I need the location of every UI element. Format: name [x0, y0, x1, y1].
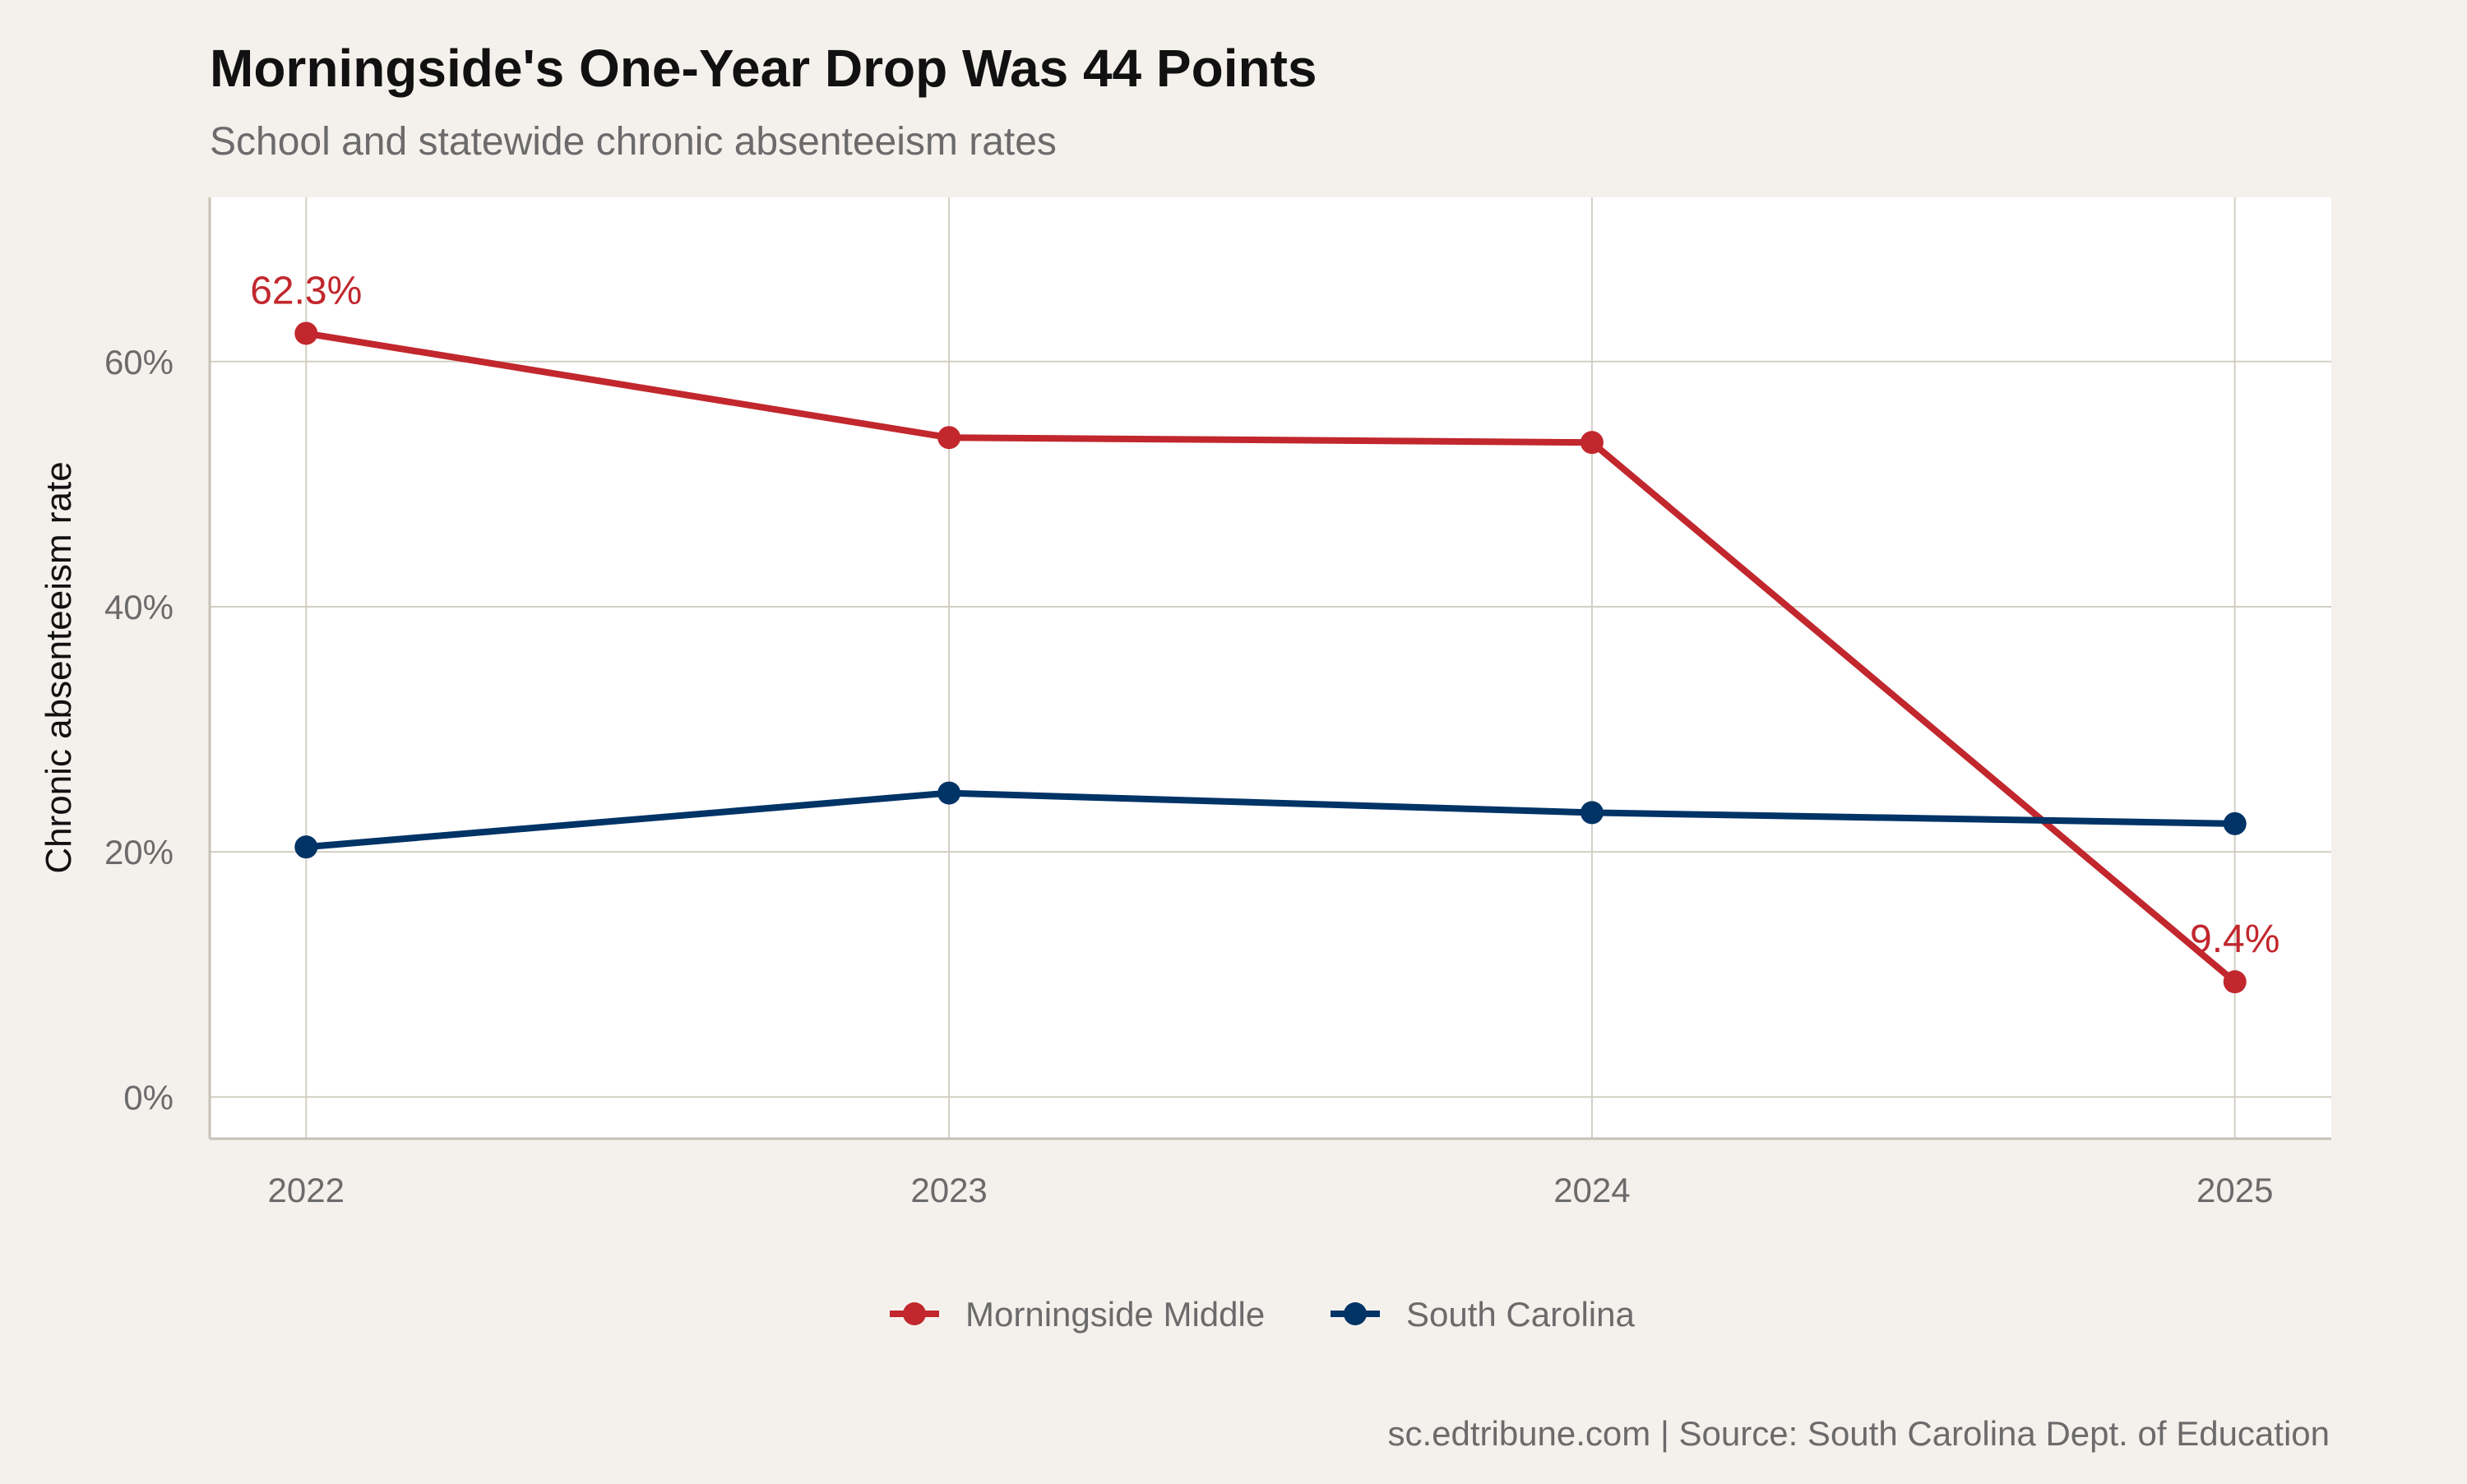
legend-item-morningside-middle: Morningside Middle	[890, 1295, 1265, 1334]
series-line-morningside-middle	[303, 330, 2238, 986]
y-tick-labels: 0% 20% 40% 60%	[104, 343, 174, 1117]
chart-subtitle: School and statewide chronic absenteeism…	[210, 120, 1057, 164]
y-tick-label: 0%	[123, 1078, 174, 1116]
data-point-morningside-middle	[937, 426, 961, 450]
legend-swatch-point	[903, 1302, 926, 1325]
data-point-south-carolina	[2223, 811, 2247, 835]
legend-label: South Carolina	[1406, 1295, 1635, 1334]
chart-title: Morningside's One-Year Drop Was 44 Point…	[210, 39, 1317, 98]
legend: Morningside Middle South Carolina	[890, 1295, 1635, 1334]
legend-item-south-carolina: South Carolina	[1331, 1295, 1635, 1334]
data-label: 9.4%	[2190, 918, 2280, 961]
data-point-south-carolina	[1580, 801, 1604, 825]
y-tick-label: 60%	[104, 343, 174, 381]
x-tick-label: 2024	[1553, 1171, 1630, 1209]
legend-label: Morningside Middle	[965, 1295, 1265, 1334]
data-labels-layer: 62.3% 9.4%	[250, 269, 2280, 961]
data-label: 62.3%	[250, 269, 362, 312]
legend-swatch-point	[1344, 1302, 1367, 1325]
grid-layer	[210, 197, 2331, 1139]
data-point-morningside-middle	[2223, 970, 2247, 994]
y-tick-label: 40%	[104, 588, 174, 626]
y-axis-label: Chronic absenteeism rate	[39, 461, 79, 873]
x-tick-label: 2023	[910, 1171, 987, 1209]
data-point-morningside-middle	[1580, 431, 1604, 455]
series-line-south-carolina	[303, 789, 2238, 851]
series-morningside-middle	[294, 321, 2247, 994]
data-point-south-carolina	[937, 781, 961, 805]
data-point-morningside-middle	[294, 321, 318, 345]
y-tick-label: 20%	[104, 833, 174, 871]
x-tick-label: 2025	[2196, 1171, 2273, 1209]
x-tick-label: 2022	[268, 1171, 345, 1209]
series-south-carolina	[294, 781, 2247, 859]
chart-caption: sc.edtribune.com | Source: South Carolin…	[1387, 1414, 2330, 1453]
series-layer	[294, 321, 2247, 994]
data-point-south-carolina	[294, 835, 318, 859]
plot-panel	[210, 197, 2331, 1139]
x-tick-labels: 2022 2023 2024 2025	[268, 1171, 2274, 1209]
